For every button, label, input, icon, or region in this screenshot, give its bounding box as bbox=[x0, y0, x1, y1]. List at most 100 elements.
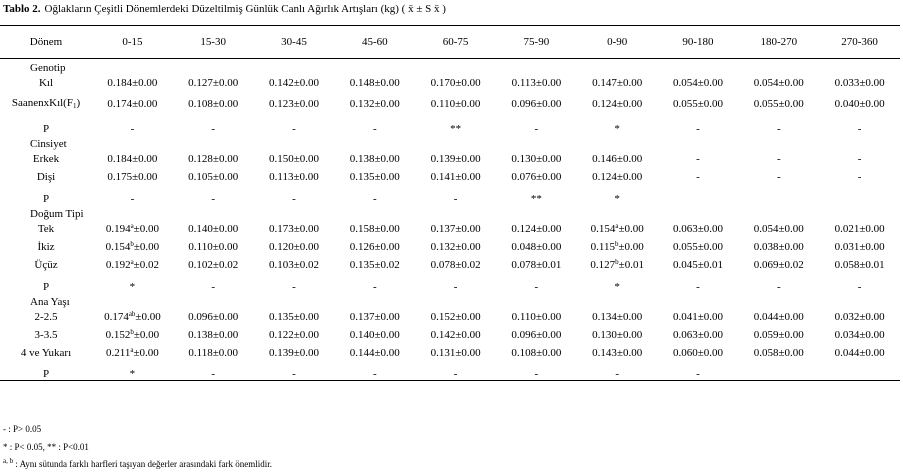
cell: 0.135±0.00 bbox=[254, 308, 335, 326]
text: 0.127 bbox=[590, 258, 616, 271]
cell: 0.141±0.00 bbox=[415, 168, 496, 186]
cell: - bbox=[334, 116, 415, 135]
table-head: Dönem 0-15 15-30 30-45 45-60 60-75 75-90 0-90 90… bbox=[0, 25, 900, 59]
text: - bbox=[372, 280, 377, 293]
cell: 0.108±0.00 bbox=[173, 92, 254, 116]
cell bbox=[819, 362, 900, 381]
text: - : P> 0.05 bbox=[3, 424, 42, 434]
cell: * bbox=[92, 362, 173, 381]
text: 0.132±0.00 bbox=[430, 240, 481, 253]
cell: 0.139±0.00 bbox=[415, 150, 496, 168]
text: P bbox=[42, 192, 50, 205]
data-row: P * - - - - - * - - - bbox=[0, 274, 900, 293]
cell: 0.058±0.01 bbox=[819, 256, 900, 274]
text: 0.076±0.00 bbox=[511, 170, 562, 183]
text: 0.131±0.00 bbox=[430, 346, 481, 359]
row-label: 2-2.5 bbox=[0, 308, 92, 326]
cell: 0.138±0.00 bbox=[173, 326, 254, 344]
text: - bbox=[857, 152, 862, 165]
text: ±0.00 bbox=[618, 222, 644, 235]
column-header: 270-360 bbox=[841, 36, 878, 48]
cell: 0.184±0.00 bbox=[92, 74, 173, 92]
subscript: 1 bbox=[72, 102, 77, 110]
text: 0.041±0.00 bbox=[672, 310, 723, 323]
text: - bbox=[453, 280, 458, 293]
column-header: 15-30 bbox=[200, 36, 227, 48]
text: ±0.00 bbox=[133, 222, 159, 235]
cell: 0.140±0.00 bbox=[334, 326, 415, 344]
data-row: P - - - - - ** * bbox=[0, 186, 900, 205]
row-label: Erkek bbox=[0, 150, 92, 168]
cell: - bbox=[334, 274, 415, 293]
cell: 0.128±0.00 bbox=[173, 150, 254, 168]
text: 0.059±0.00 bbox=[753, 328, 804, 341]
cell: 0.038±0.00 bbox=[738, 238, 819, 256]
cell: 0.115b±0.00 bbox=[577, 238, 658, 256]
cell: 0.034±0.00 bbox=[819, 326, 900, 344]
text: 0.055±0.00 bbox=[753, 97, 804, 110]
text: 0.038±0.00 bbox=[753, 240, 804, 253]
superscript: ab bbox=[128, 309, 136, 318]
cell: 0.055±0.00 bbox=[658, 238, 739, 256]
text: - bbox=[696, 152, 700, 165]
column-header: 0-15 bbox=[122, 36, 143, 48]
cell: 0.154a±0.00 bbox=[577, 220, 658, 238]
cell: 0.154b±0.00 bbox=[92, 238, 173, 256]
cell: 0.140±0.00 bbox=[173, 220, 254, 238]
row-label: Dişi bbox=[0, 168, 92, 186]
text: ±0.01 bbox=[618, 258, 644, 271]
cell: 0.194a±0.00 bbox=[92, 220, 173, 238]
cell: 0.173±0.00 bbox=[254, 220, 335, 238]
text: Üçüz bbox=[34, 258, 58, 271]
cell: 0.120±0.00 bbox=[254, 238, 335, 256]
text: 0.054±0.00 bbox=[672, 76, 723, 89]
text: Kıl bbox=[38, 76, 54, 89]
text: 0.128±0.00 bbox=[188, 152, 239, 165]
text: - bbox=[696, 170, 700, 183]
data-row: P * - - - - - - - bbox=[0, 362, 900, 381]
text: 0.096±0.00 bbox=[188, 310, 239, 323]
text: 2-2.5 bbox=[34, 310, 58, 323]
text: 0.143±0.00 bbox=[592, 346, 643, 359]
table-title: Tablo 2. Oğlakların Çeşitli Dönemlerdeki … bbox=[3, 3, 446, 15]
cell: - bbox=[92, 116, 173, 135]
text: 0.174±0.00 bbox=[107, 97, 158, 110]
cell: - bbox=[658, 116, 739, 135]
cell: - bbox=[173, 116, 254, 135]
text: 0.154 bbox=[590, 222, 616, 235]
cell: 0.069±0.02 bbox=[738, 256, 819, 274]
cell: * bbox=[92, 274, 173, 293]
cell: 0.135±0.00 bbox=[334, 168, 415, 186]
cell: - bbox=[819, 116, 900, 135]
text: 0.170±0.00 bbox=[430, 76, 481, 89]
text: 0.058±0.01 bbox=[834, 258, 885, 271]
text: - bbox=[776, 280, 781, 293]
cell: 0.110±0.00 bbox=[415, 92, 496, 116]
column-header: 90-180 bbox=[682, 36, 714, 48]
superscript: a bbox=[130, 345, 134, 354]
cell: - bbox=[658, 362, 739, 381]
cell: 0.078±0.01 bbox=[496, 256, 577, 274]
cell: 0.110±0.00 bbox=[496, 308, 577, 326]
cell: - bbox=[658, 150, 739, 168]
text: 0.054±0.00 bbox=[753, 222, 804, 235]
data-row: Erkek 0.184±0.00 0.128±0.00 0.150±0.00 0.138… bbox=[0, 150, 900, 168]
text: 0.135±0.00 bbox=[349, 170, 400, 183]
cell: 0.108±0.00 bbox=[496, 344, 577, 362]
text: 0.040±0.00 bbox=[834, 97, 885, 110]
cell: 0.192a±0.02 bbox=[92, 256, 173, 274]
text: 0.096±0.00 bbox=[511, 328, 562, 341]
text: ±0.00 bbox=[133, 240, 160, 253]
footnotes: - : P> 0.05 * : P< 0.05, ** : P<0.01 a, b … bbox=[3, 421, 272, 474]
text: 0.060±0.00 bbox=[672, 346, 723, 359]
text: - bbox=[776, 152, 781, 165]
text: 0.130±0.00 bbox=[592, 328, 643, 341]
text: 0.147±0.00 bbox=[592, 76, 643, 89]
cell: 0.137±0.00 bbox=[334, 308, 415, 326]
cell: 0.103±0.02 bbox=[254, 256, 335, 274]
cell: 0.113±0.00 bbox=[254, 168, 335, 186]
cell: - bbox=[738, 150, 819, 168]
cell: - bbox=[334, 186, 415, 205]
data-row: İkiz 0.154b±0.00 0.110±0.00 0.120±0.00 0.126… bbox=[0, 238, 900, 256]
